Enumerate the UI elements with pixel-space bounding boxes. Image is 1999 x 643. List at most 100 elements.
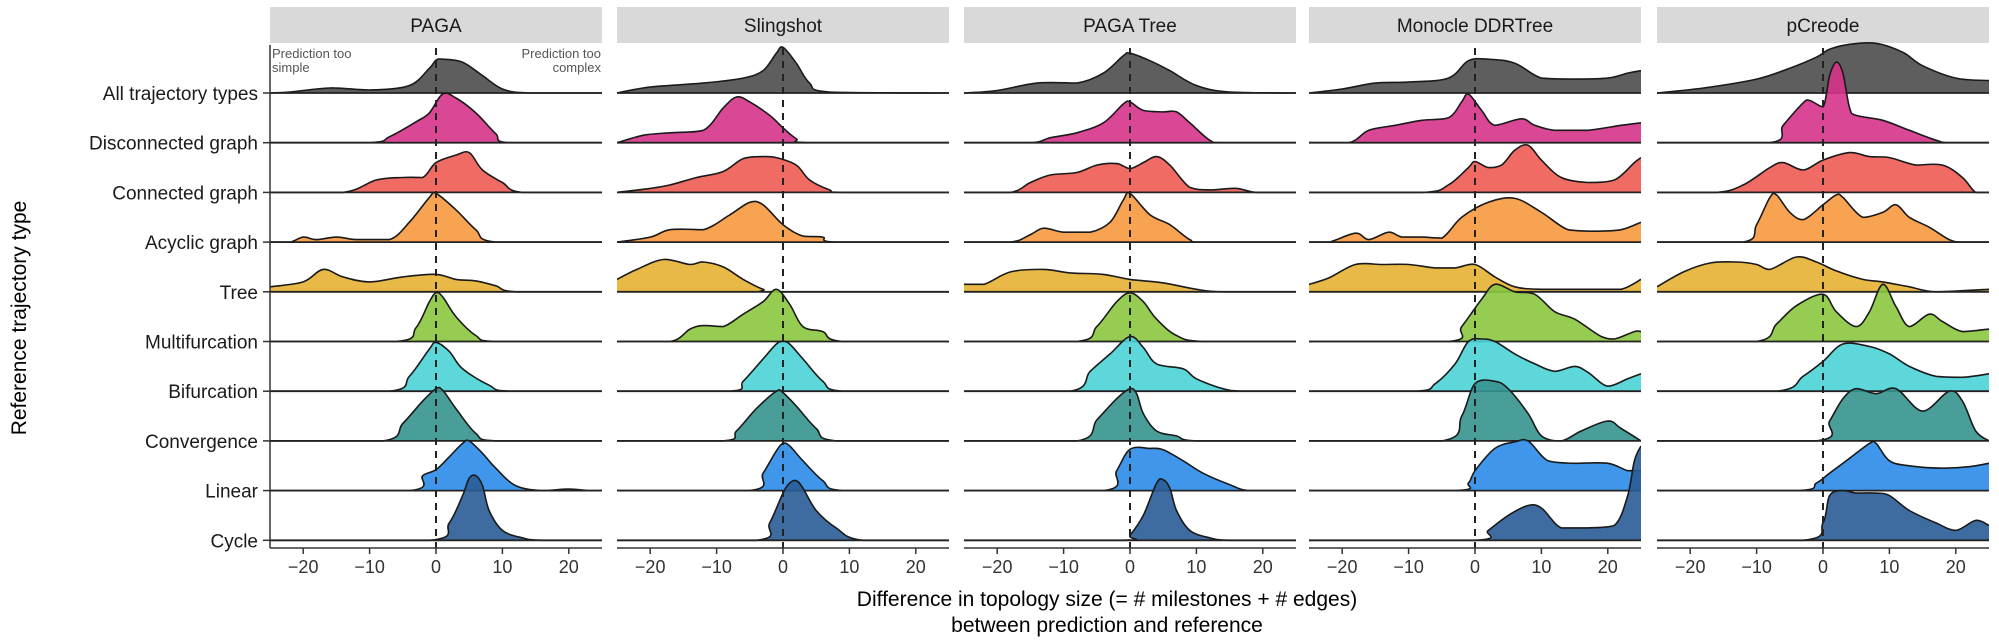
density-outline <box>1657 489 1989 542</box>
density-outline <box>1309 262 1641 291</box>
density-outline <box>1657 255 1989 293</box>
density-outline <box>617 479 949 542</box>
density-outline <box>270 58 602 94</box>
x-tick-label: 10 <box>1879 557 1899 577</box>
annotations: Prediction too simple Prediction too com… <box>272 46 601 75</box>
x-tick-label: 0 <box>1125 557 1135 577</box>
facet-strip-label: PAGA <box>410 16 462 37</box>
density-outline <box>617 288 949 343</box>
density-ridge <box>270 269 602 292</box>
density-ridge <box>1309 445 1641 541</box>
x-tick-label: 0 <box>1818 557 1828 577</box>
density-outline <box>1309 57 1641 94</box>
density-outline <box>1309 337 1641 393</box>
facet-strip <box>1309 7 1641 43</box>
density-outline <box>964 100 1296 144</box>
x-tick-label: −10 <box>701 557 732 577</box>
density-outline <box>1309 379 1641 442</box>
density-ridge <box>617 289 949 342</box>
x-tick-label: −10 <box>1048 557 1079 577</box>
x-tick-label: 20 <box>1598 557 1618 577</box>
density-outline <box>1657 440 1989 492</box>
density-ridge <box>617 46 949 93</box>
density-outline <box>1309 283 1641 343</box>
density-ridge <box>270 292 602 342</box>
density-outline <box>617 96 949 144</box>
density-outline <box>1657 61 1989 144</box>
y-tick-label: Connected graph <box>112 183 258 204</box>
density-ridge <box>617 480 949 541</box>
density-outline <box>964 155 1296 194</box>
density-outline <box>270 386 602 442</box>
x-axis-title-line1: Difference in topology size (= # milesto… <box>857 588 1357 611</box>
density-outline <box>1309 143 1641 194</box>
density-outline <box>1657 342 1989 393</box>
density-outline <box>964 268 1296 293</box>
density-ridge <box>1657 441 1989 491</box>
facet-panel: −20 −10 0 10 20 <box>270 48 602 577</box>
x-tick-label: −20 <box>288 557 319 577</box>
x-tick-label: 10 <box>492 557 512 577</box>
x-tick-label: −20 <box>1675 557 1706 577</box>
density-ridge <box>617 156 949 193</box>
facet-panel: −20 −10 0 10 20 <box>1309 48 1641 577</box>
density-ridge <box>1309 379 1641 441</box>
density-outline <box>1657 41 1989 94</box>
density-outline <box>617 46 949 94</box>
density-outline <box>964 446 1296 492</box>
y-tick-label: Cycle <box>210 531 258 552</box>
x-tick-label: 20 <box>1946 557 1966 577</box>
y-tick-label: All trajectory types <box>103 84 258 105</box>
density-outline <box>1657 283 1989 343</box>
y-axis-labels: All trajectory types Disconnected graph Co… <box>89 84 270 552</box>
facet-strip <box>964 7 1296 43</box>
facet-panel: −20 −10 0 10 20 <box>964 48 1296 577</box>
density-outline <box>617 340 949 393</box>
density-outline <box>964 291 1296 343</box>
y-axis-title: Reference trajectory type <box>8 201 31 436</box>
y-tick-label: Linear <box>205 482 258 503</box>
density-ridge <box>1657 388 1989 441</box>
annotation-left-line1: Prediction too <box>272 46 352 61</box>
density-outline <box>617 442 949 492</box>
density-outline <box>270 341 602 393</box>
annotation-right-line1: Prediction too <box>522 46 602 61</box>
density-outline <box>270 474 602 542</box>
facet-strips: PAGA Slingshot PAGA Tree Monocle DDRTree pCr… <box>270 7 1989 43</box>
density-ridge <box>617 259 949 292</box>
density-ridge <box>1657 343 1989 392</box>
density-outline <box>270 150 602 194</box>
density-ridge <box>1309 439 1641 491</box>
x-tick-label: −20 <box>982 557 1013 577</box>
facet-strip <box>1657 7 1989 43</box>
density-outline <box>270 268 602 293</box>
facet-panel: −20 −10 0 10 20 <box>617 46 949 577</box>
density-ridge <box>1657 152 1989 193</box>
x-tick-label: 0 <box>778 557 788 577</box>
density-ridge <box>1309 263 1641 292</box>
x-tick-label: 10 <box>1531 557 1551 577</box>
density-outline <box>964 51 1296 94</box>
y-tick-label: Multifurcation <box>145 333 258 354</box>
density-outline <box>1657 151 1989 194</box>
facet-strip <box>617 7 949 43</box>
x-tick-label: −10 <box>1741 557 1772 577</box>
facet-strip-label: pCreode <box>1787 16 1860 37</box>
density-outline <box>1309 438 1641 492</box>
facet-strip-label: PAGA Tree <box>1083 16 1177 37</box>
facet-strip-label: Monocle DDRTree <box>1397 16 1553 37</box>
x-tick-label: 10 <box>1186 557 1206 577</box>
x-tick-label: −10 <box>354 557 385 577</box>
x-tick-label: −10 <box>1393 557 1424 577</box>
x-tick-label: 20 <box>906 557 926 577</box>
density-outline <box>270 191 602 243</box>
annotation-left-line2: simple <box>272 60 310 75</box>
density-ridge <box>964 156 1296 193</box>
x-tick-label: 20 <box>559 557 579 577</box>
facet-panels: −20 −10 0 10 20 −20 −10 0 10 20 −20 −10 0 10 20 −20 −10 0… <box>270 41 1989 577</box>
density-outline <box>617 200 949 243</box>
density-outline <box>617 389 949 442</box>
y-tick-label: Acyclic graph <box>145 233 258 254</box>
density-outline <box>270 92 602 144</box>
